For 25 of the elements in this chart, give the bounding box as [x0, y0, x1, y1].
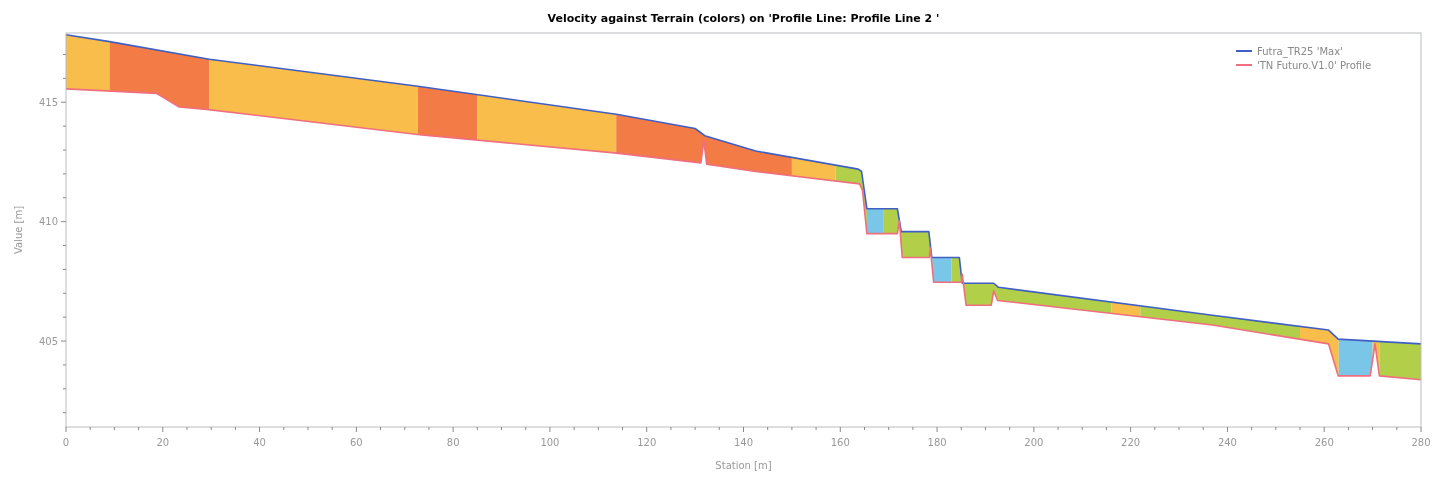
x-tick-label: 180 [927, 437, 947, 448]
x-tick-label: 100 [540, 437, 560, 448]
legend-label: Futra_TR25 'Max' [1257, 45, 1343, 58]
x-tick-label: 0 [62, 437, 70, 448]
chart-title: Velocity against Terrain (colors) on 'Profile Line: Profile Line 2 ' [547, 12, 940, 25]
line-series [65, 33, 1422, 345]
y-tick-label: 410 [38, 216, 58, 228]
x-tick-label: 60 [349, 437, 363, 448]
x-tick-label: 140 [733, 437, 754, 448]
x-tick-label: 280 [1411, 437, 1431, 448]
line-series [65, 88, 1422, 381]
x-tick-label: 20 [156, 437, 170, 448]
x-axis-title: Station [m] [715, 460, 772, 471]
x-tick-label: 240 [1217, 437, 1237, 448]
x-tick-label: 40 [253, 437, 266, 448]
legend-label: 'TN Futuro.V1.0' Profile [1257, 59, 1372, 71]
y-axis-title: Value [m] [13, 205, 24, 255]
x-tick-label: 200 [1024, 437, 1044, 448]
x-tick-label: 260 [1314, 437, 1334, 448]
y-tick-label: 415 [38, 96, 58, 108]
x-tick-label: 80 [446, 437, 460, 448]
y-tick-label: 405 [38, 335, 58, 347]
x-tick-label: 120 [637, 437, 657, 448]
x-tick-label: 220 [1121, 437, 1141, 448]
x-tick-label: 160 [830, 437, 850, 448]
